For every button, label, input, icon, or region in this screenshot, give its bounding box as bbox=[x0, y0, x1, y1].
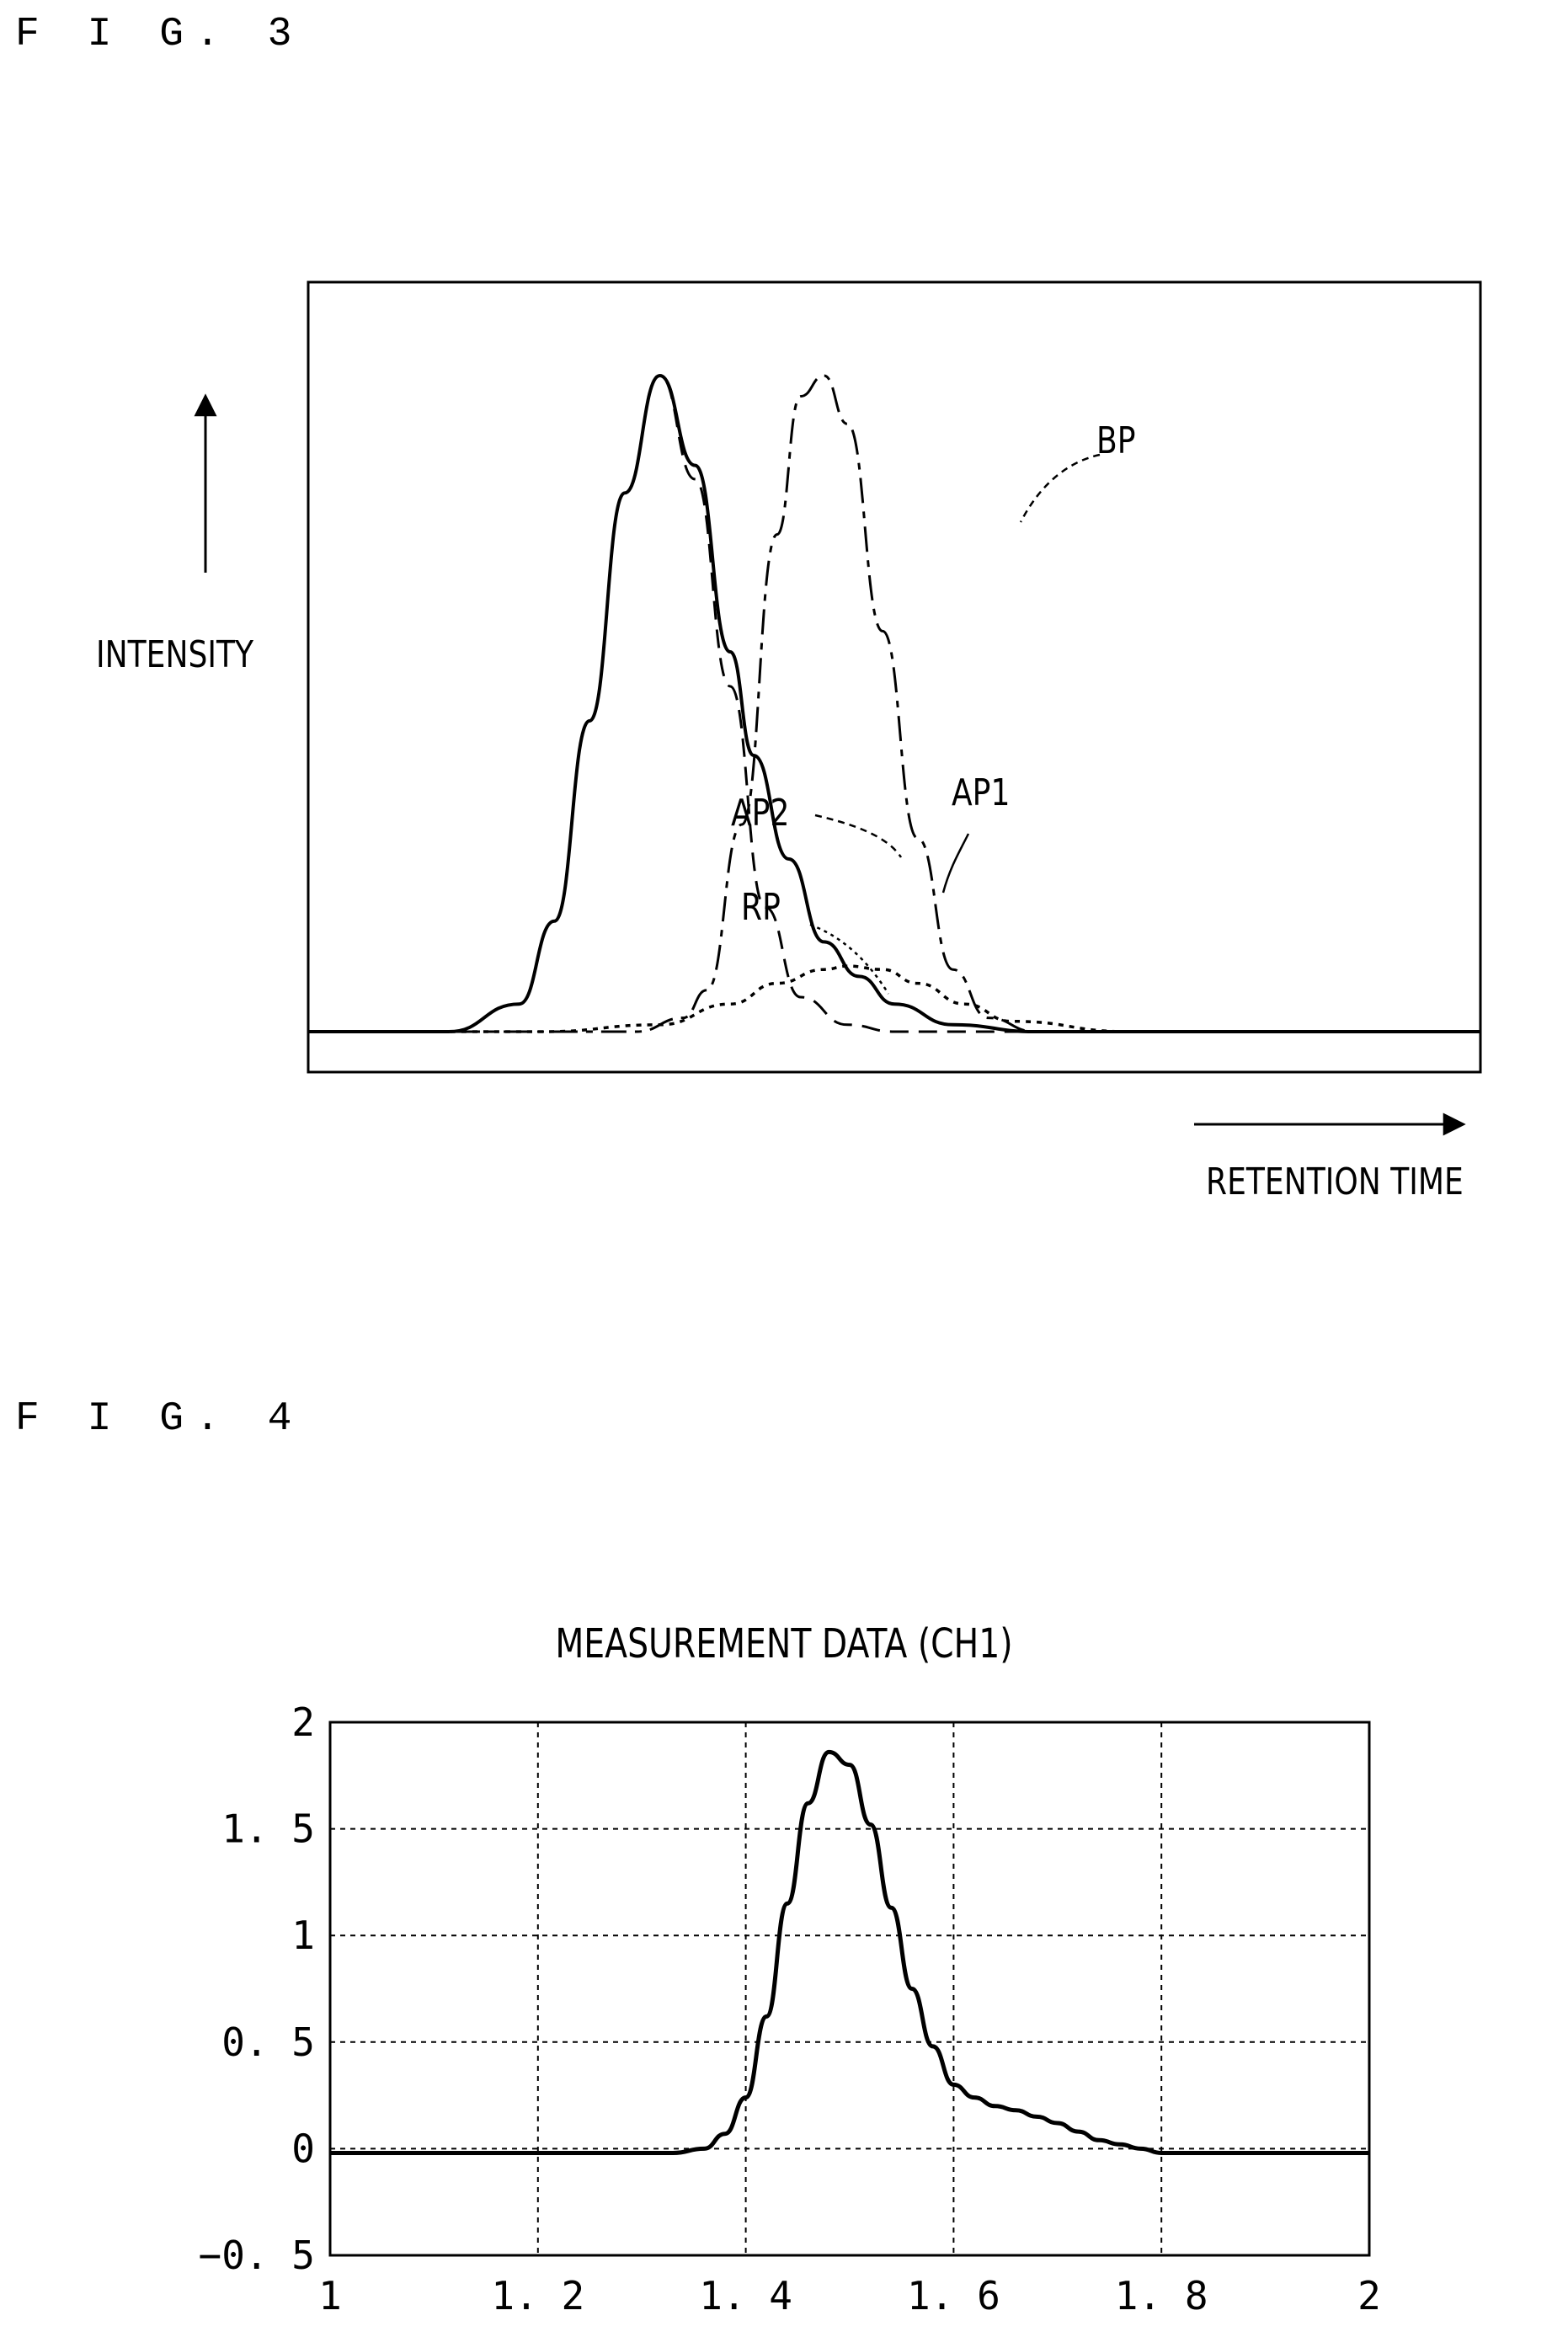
curve-bp bbox=[308, 374, 1480, 1033]
curve-ap2 bbox=[308, 374, 1480, 1033]
y-tick-label: 0. 5 bbox=[221, 2020, 315, 2065]
x-tick-label: 1. 4 bbox=[699, 2273, 792, 2318]
x-tick-label: 1. 2 bbox=[491, 2273, 584, 2318]
curve-label-ap1: AP1 bbox=[952, 771, 1011, 814]
x-tick-label: 2 bbox=[1357, 2273, 1381, 2318]
ap1-leader-line bbox=[941, 833, 970, 894]
measurement-curve bbox=[330, 1749, 1369, 2156]
figure-4-plot-frame bbox=[328, 1721, 1371, 2257]
ap2-leader-line bbox=[814, 814, 903, 858]
curve-label-bp: BP bbox=[1096, 419, 1136, 462]
x-tick-label: 1. 8 bbox=[1115, 2273, 1208, 2318]
x-tick-label: 1. 6 bbox=[907, 2273, 1000, 2318]
y-tick-label: 1 bbox=[291, 1913, 315, 1958]
y-axis-label-intensity: INTENSITY bbox=[96, 633, 254, 676]
figure-3-label: F I G. 3 bbox=[15, 12, 304, 57]
y-tick-label: 2 bbox=[291, 1699, 315, 1745]
x-axis-label-retention-time: RETENTION TIME bbox=[1206, 1160, 1464, 1203]
curve-label-rp: RP bbox=[741, 886, 781, 929]
y-tick-label: 0 bbox=[291, 2126, 315, 2171]
rp-leader-line bbox=[809, 923, 890, 995]
curve-rp bbox=[308, 964, 1480, 1033]
curve-label-ap2: AP2 bbox=[731, 792, 790, 835]
y-tick-label: −0. 5 bbox=[199, 2233, 315, 2278]
figure-4-title: MEASUREMENT DATA (CH1) bbox=[555, 1620, 1013, 1667]
figure-4-label: F I G. 4 bbox=[15, 1396, 304, 1442]
figure-3-chart bbox=[194, 280, 1482, 1136]
y-tick-label: 1. 5 bbox=[221, 1806, 315, 1852]
figure-3-plot-frame bbox=[307, 280, 1482, 1074]
x-tick-label: 1 bbox=[318, 2273, 342, 2318]
bp-leader-line bbox=[1019, 453, 1101, 523]
